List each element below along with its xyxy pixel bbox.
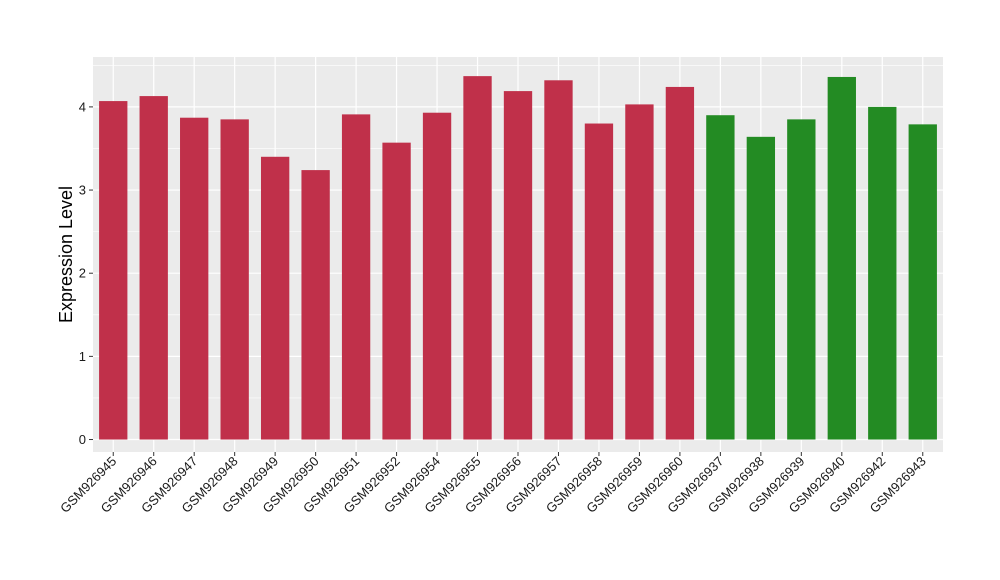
- bar-GSM926937: [706, 115, 735, 440]
- bar-GSM926956: [503, 91, 533, 440]
- bar-GSM926950: [301, 170, 330, 440]
- bar-GSM926949: [260, 156, 290, 440]
- bar-GSM926947: [180, 117, 209, 440]
- bar-GSM926946: [139, 96, 168, 440]
- bar-GSM926954: [422, 112, 452, 440]
- bar-GSM926945: [99, 101, 128, 440]
- y-axis-title: Expression Level: [56, 186, 76, 323]
- y-tick-label: 2: [79, 266, 86, 281]
- y-tick-label: 1: [79, 349, 86, 364]
- bar-GSM926940: [827, 76, 856, 440]
- y-tick-label: 4: [79, 99, 86, 114]
- bar-GSM926951: [341, 114, 371, 440]
- bar-GSM926960: [665, 86, 695, 440]
- bar-GSM926955: [463, 76, 492, 440]
- bar-GSM926942: [868, 106, 897, 440]
- bar-GSM926939: [787, 119, 816, 440]
- bar-GSM926938: [746, 136, 776, 440]
- bar-GSM926958: [584, 123, 614, 440]
- bars: [99, 76, 937, 440]
- bar-GSM926948: [220, 119, 249, 440]
- bar-GSM926952: [382, 142, 411, 440]
- y-tick-label: 3: [79, 183, 86, 198]
- y-axis: 0 1 2 3 4: [79, 99, 93, 447]
- bar-GSM926959: [625, 104, 654, 440]
- y-tick-label: 0: [79, 432, 86, 447]
- bar-GSM926943: [908, 124, 937, 440]
- x-axis: GSM926945GSM926946GSM926947GSM926948GSM9…: [57, 452, 929, 516]
- bar-GSM926957: [544, 80, 573, 440]
